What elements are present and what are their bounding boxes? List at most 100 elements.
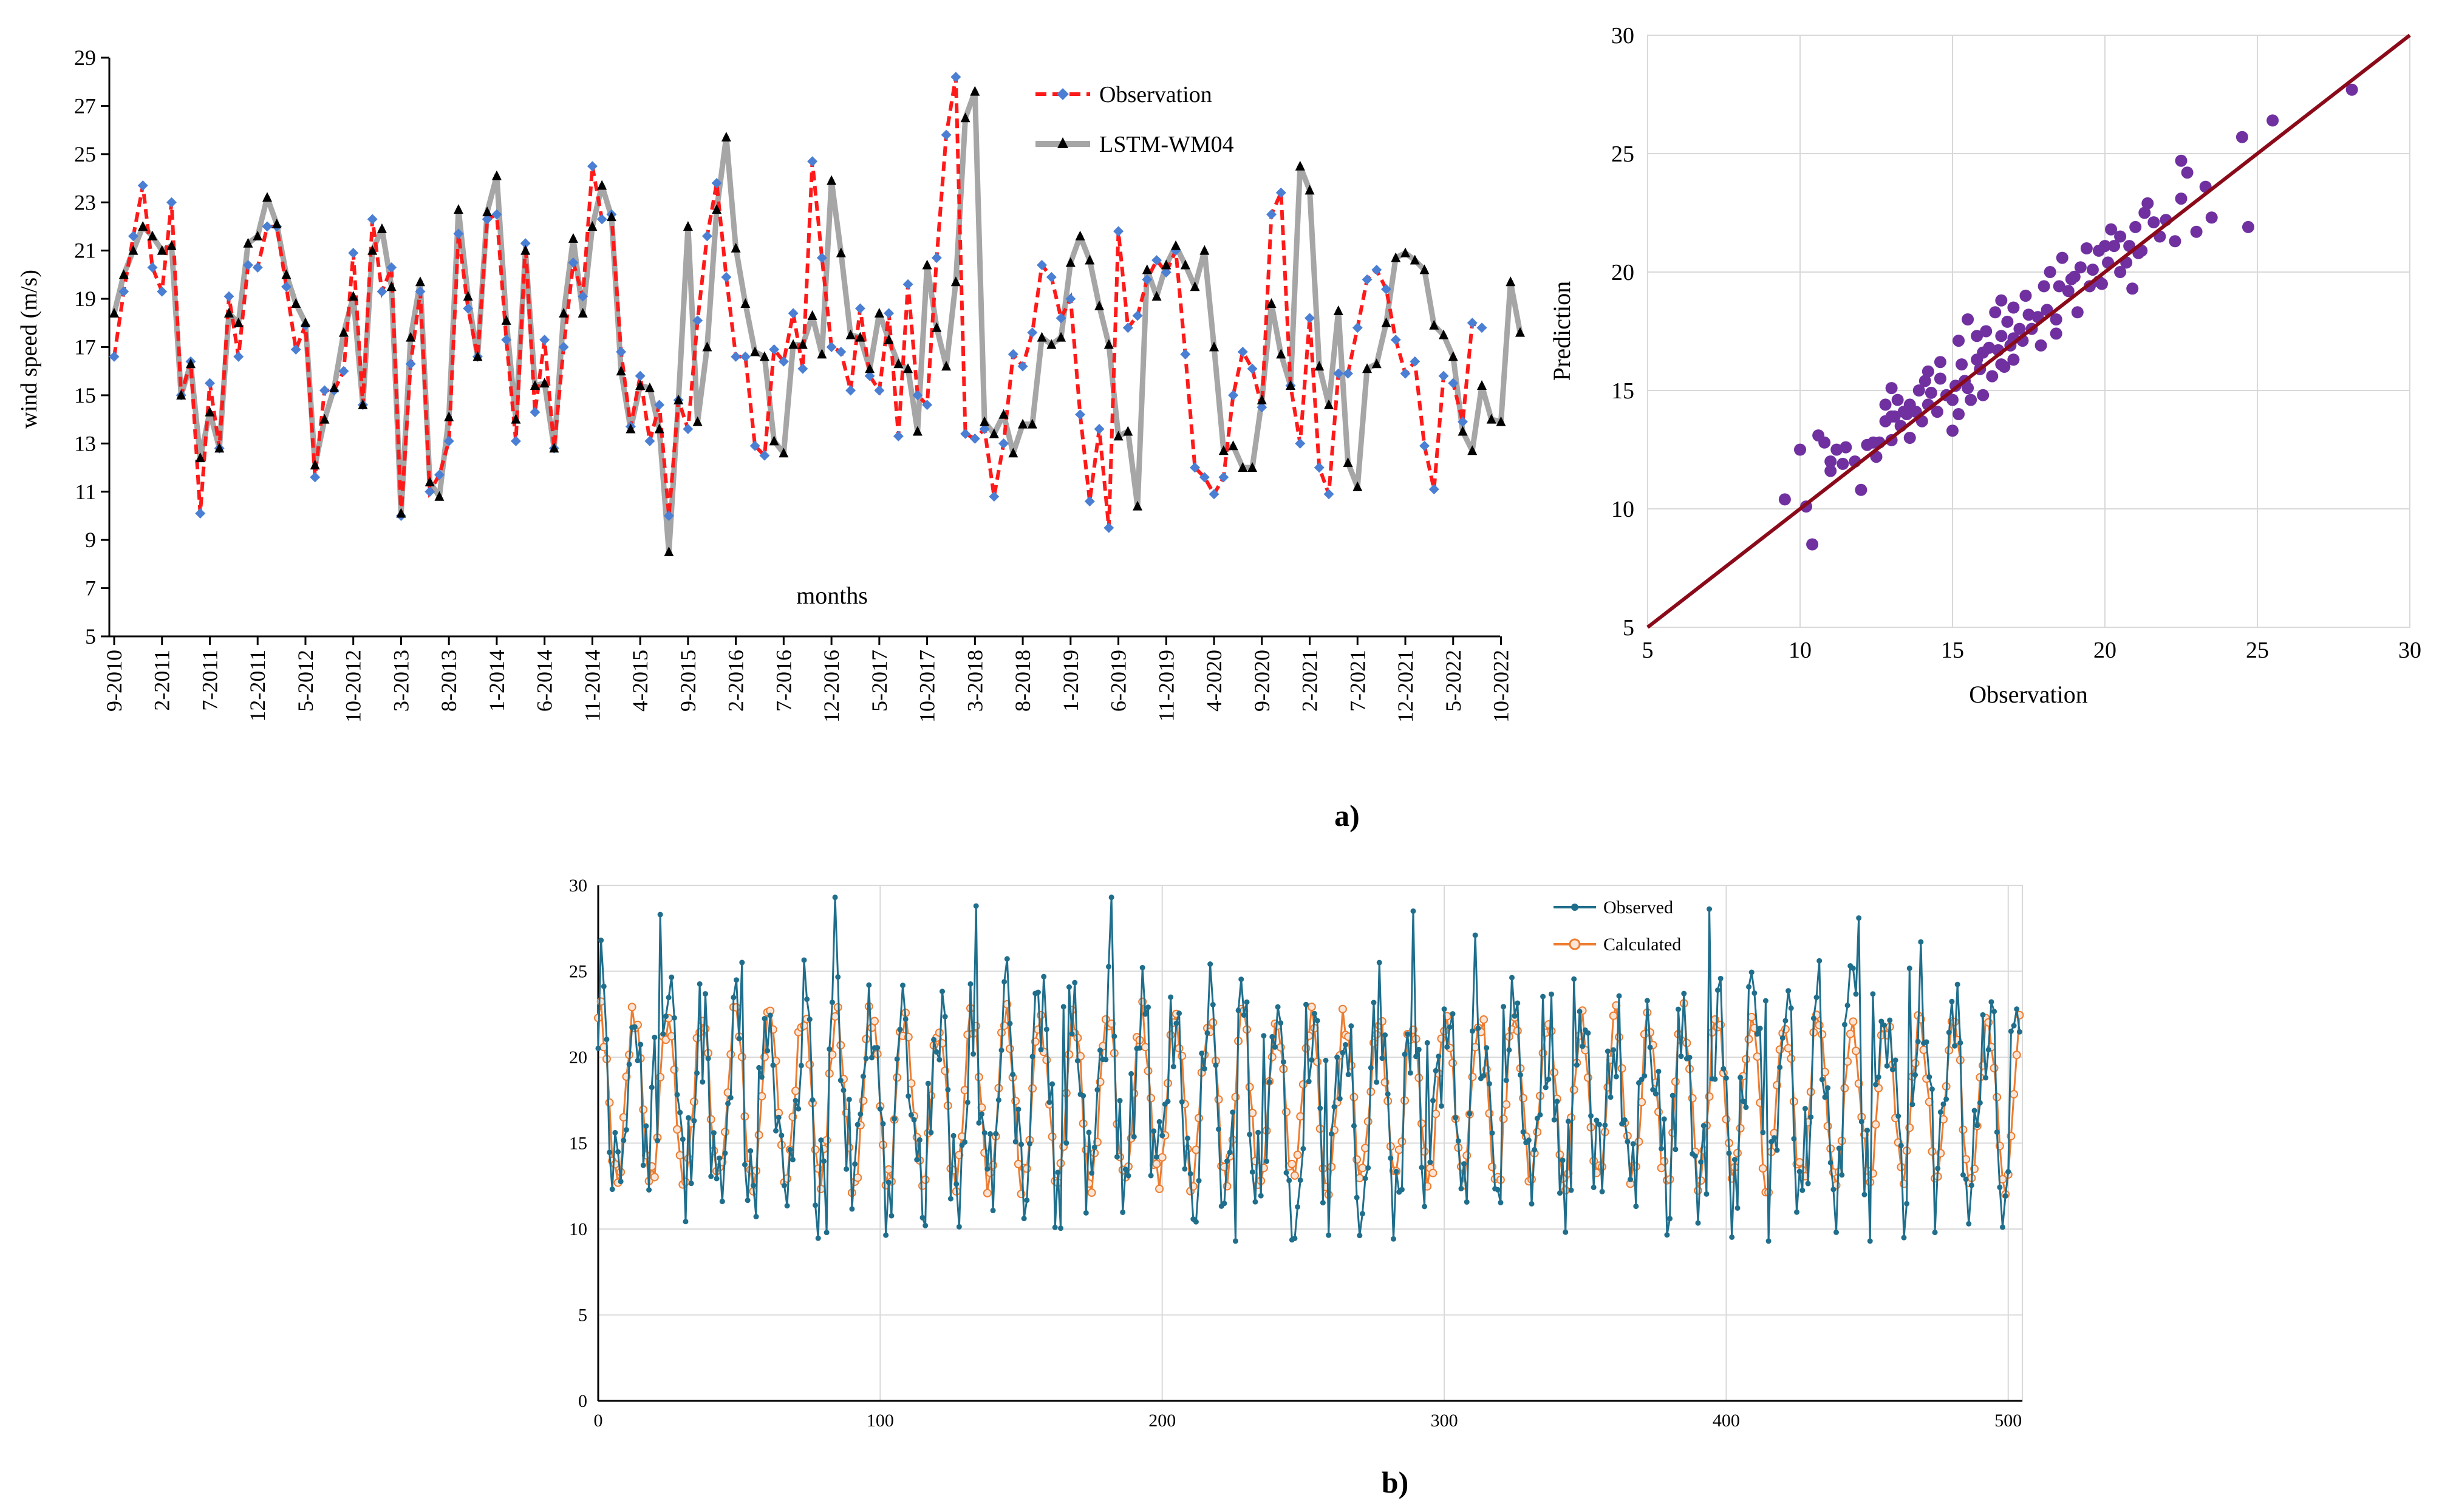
calculated-point [2012,1051,2021,1060]
observed-point [841,1087,847,1093]
observed-point [762,1015,768,1021]
observed-point [1802,1106,1808,1112]
calculated-point [1846,1029,1855,1038]
observed-point [1489,1130,1495,1136]
observed-point [1966,1221,1972,1227]
scatter-point [2050,313,2062,325]
observed-point [967,981,974,987]
lstm-point [530,380,540,390]
observed-point [1985,1047,1991,1053]
calculated-point [1716,1020,1725,1029]
observed-point [1049,1081,1056,1087]
observation-point [242,260,253,270]
observed-point [1300,1146,1306,1152]
calculated-point [627,1003,636,1012]
series-line-observation [112,77,1483,528]
calculated-point [1298,1080,1308,1089]
calculated-point [1928,1147,1937,1156]
calculated-point [1634,1137,1643,1146]
observed-point [1904,1200,1910,1207]
lstm-point [626,423,636,434]
observed-point [1461,1161,1467,1167]
y-tick-label: 10 [569,1219,587,1239]
scatter-point [2105,223,2118,236]
calculated-point [1823,1122,1832,1131]
x-tick-label: 2-2021 [1298,650,1322,712]
observed-point [1148,1173,1154,1179]
lstm-point [836,247,846,257]
observed-point [1532,1146,1538,1153]
observation-point [1390,335,1401,346]
observed-point [1923,1039,1929,1045]
observed-point [646,1187,652,1193]
observed-point [1509,975,1515,981]
lstm-point [1247,462,1258,472]
calculated-point [706,1115,715,1124]
observed-point [1515,1000,1521,1006]
scatter-point [1995,294,2008,307]
observed-point [1768,1139,1775,1145]
scatter-point [1980,325,1993,338]
lstm-point [683,220,693,231]
observed-point [1678,1054,1684,1060]
lstm-point [338,327,349,337]
observed-point [827,1046,833,1052]
scatter-point [1965,393,1977,406]
observed-point [970,1051,977,1057]
observed-point [1946,1029,1952,1035]
observed-point [1755,1031,1761,1037]
observation-point [443,435,454,446]
observation-point [1275,187,1286,198]
observed-point [731,995,737,1001]
observed-point [714,1176,720,1182]
observed-point [1537,1112,1543,1118]
observed-point [984,1166,991,1172]
observed-point [888,1213,895,1219]
observation-point [998,438,1009,449]
lstm-point [1429,319,1439,330]
observed-point [1887,1017,1893,1023]
observed-point [1159,1132,1165,1139]
observed-point [1726,1150,1732,1156]
observation-point [157,286,168,297]
observed-point [1622,1117,1628,1123]
legend-observed-label: Observed [1603,897,1673,918]
lstm-point [1324,399,1334,409]
observed-point [1306,1078,1312,1085]
observed-point [860,1074,866,1080]
observed-point [663,1013,669,1020]
y-tick-label: 5 [578,1306,587,1326]
observed-point [1892,1057,1898,1063]
calculated-point [1462,1151,1472,1160]
observed-point [1546,1076,1552,1082]
observation-point [1448,378,1459,389]
observed-point [1083,1210,1089,1216]
observation-point [731,351,742,362]
calculated-point [2010,1089,2019,1098]
y-tick-label: 20 [1611,260,1634,285]
observed-point [1602,1122,1608,1128]
observed-point [1292,1235,1298,1241]
observed-point [604,1037,610,1043]
lstm-point [912,426,923,436]
calculated-point [1852,1046,1861,1055]
lstm-point [1161,259,1172,270]
scatter-point [2099,240,2111,253]
observed-point [1512,1013,1518,1019]
lstm-point [425,476,435,486]
observed-point [1963,1176,1969,1182]
observed-point [1444,1044,1450,1050]
observed-point [1526,1137,1532,1143]
observation-point [1333,368,1344,379]
scatter-point [1824,455,1837,468]
observed-point [1517,1072,1523,1078]
observed-point [1464,1199,1470,1205]
observed-point [1681,990,1687,996]
calculated-point [1155,1184,1164,1193]
lstm-point [291,298,301,308]
lstm-point [415,276,425,287]
calculated-point [1840,1084,1849,1093]
calculated-point [1527,1175,1536,1184]
observed-point [1447,1024,1453,1030]
observed-point [1714,987,1721,993]
